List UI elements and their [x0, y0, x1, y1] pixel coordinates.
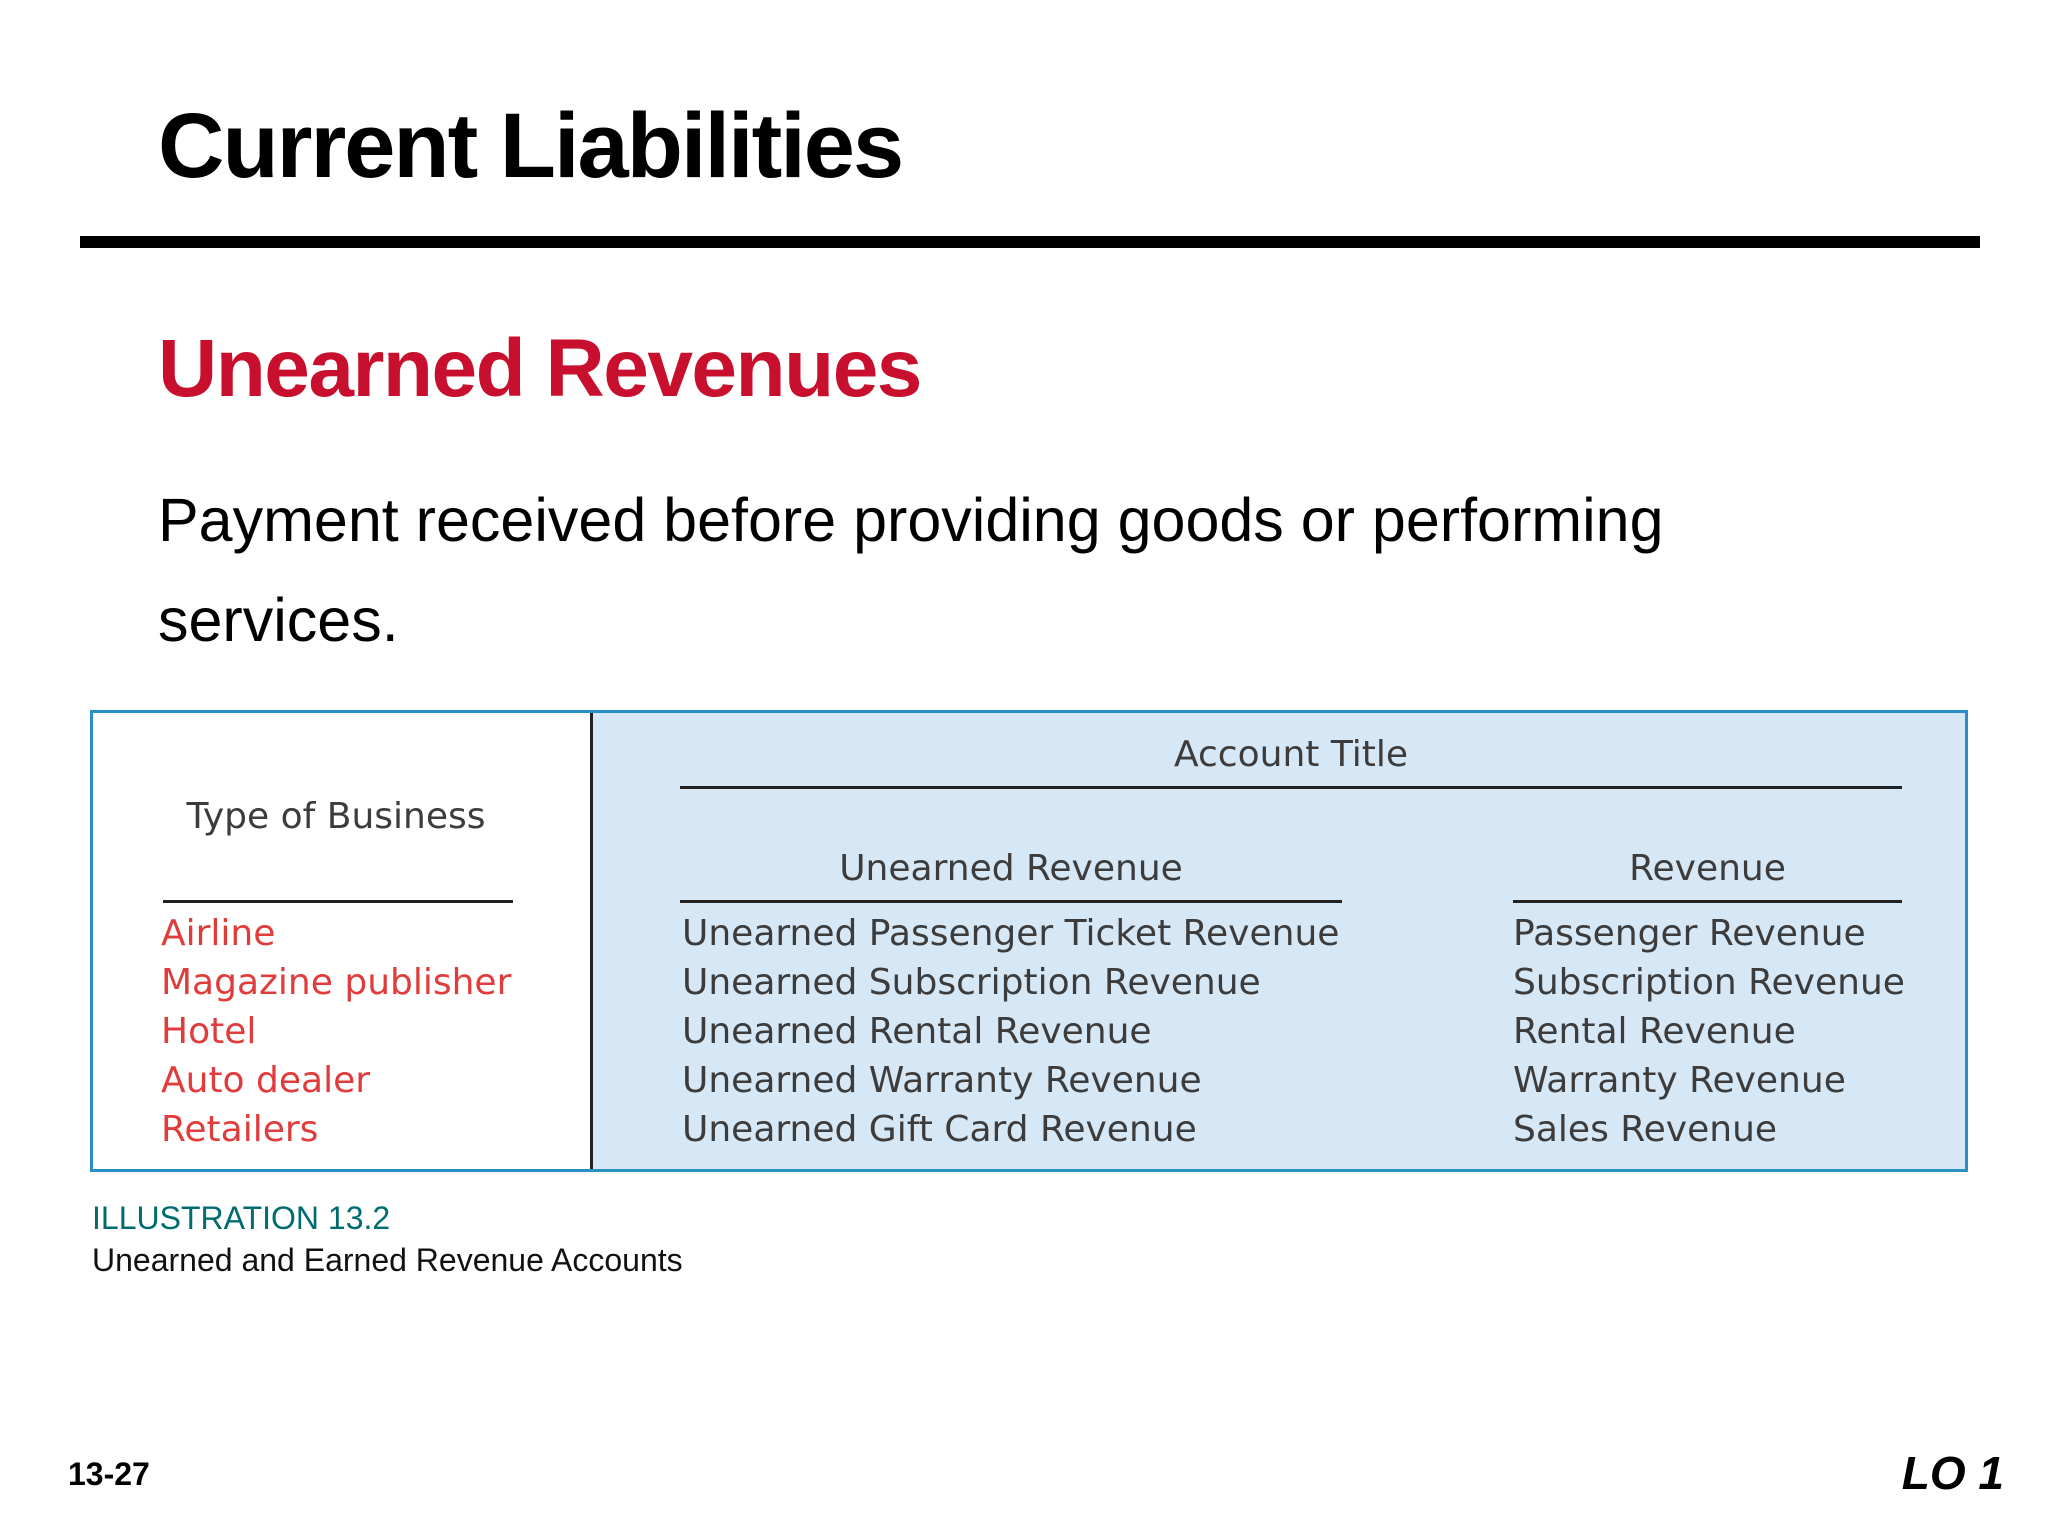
account-title-panel: Account Title Unearned Revenue Revenue U…	[593, 713, 1965, 1169]
list-item: Sales Revenue	[1513, 1109, 1778, 1150]
list-item: Hotel	[161, 1011, 257, 1052]
revenue-accounts-table: Type of Business Airline Magazine publis…	[90, 710, 1968, 1172]
definition-text: Payment received before providing goods …	[158, 486, 1664, 654]
unearned-revenue-header: Unearned Revenue	[839, 848, 1183, 889]
list-item: Rental Revenue	[1513, 1011, 1796, 1052]
list-item: Passenger Revenue	[1513, 913, 1866, 954]
unearned-revenue-list: Unearned Passenger Ticket Revenue Unearn…	[682, 909, 1339, 1154]
business-type-list: Airline Magazine publisher Hotel Auto de…	[161, 909, 511, 1154]
list-item: Airline	[161, 913, 276, 954]
list-item: Warranty Revenue	[1513, 1060, 1846, 1101]
business-type-header: Type of Business	[186, 796, 486, 837]
account-title-header: Account Title	[1174, 734, 1408, 775]
list-item: Unearned Rental Revenue	[682, 1011, 1152, 1052]
learning-objective: LO 1	[1901, 1447, 2004, 1499]
revenue-header: Revenue	[1629, 848, 1786, 889]
list-item: Retailers	[161, 1109, 319, 1150]
list-item: Auto dealer	[161, 1060, 371, 1101]
revenue-list: Passenger Revenue Subscription Revenue R…	[1513, 909, 1905, 1154]
illustration-caption: Unearned and Earned Revenue Accounts	[92, 1242, 683, 1278]
unearned-revenue-rule	[680, 900, 1342, 903]
list-item: Unearned Passenger Ticket Revenue	[682, 913, 1340, 954]
business-type-rule	[163, 900, 513, 903]
illustration-label: ILLUSTRATION 13.2	[92, 1200, 391, 1236]
list-item: Unearned Subscription Revenue	[682, 962, 1261, 1003]
section-heading: Unearned Revenues	[158, 323, 922, 414]
title-divider	[80, 236, 1980, 248]
list-item: Magazine publisher	[161, 962, 512, 1003]
slide-title: Current Liabilities	[158, 95, 904, 197]
account-title-rule	[680, 786, 1902, 789]
slide-number: 13-27	[68, 1456, 150, 1492]
revenue-rule	[1513, 900, 1902, 903]
business-type-panel: Type of Business Airline Magazine publis…	[93, 713, 593, 1169]
list-item: Subscription Revenue	[1513, 962, 1905, 1003]
list-item: Unearned Gift Card Revenue	[682, 1109, 1197, 1150]
list-item: Unearned Warranty Revenue	[682, 1060, 1202, 1101]
